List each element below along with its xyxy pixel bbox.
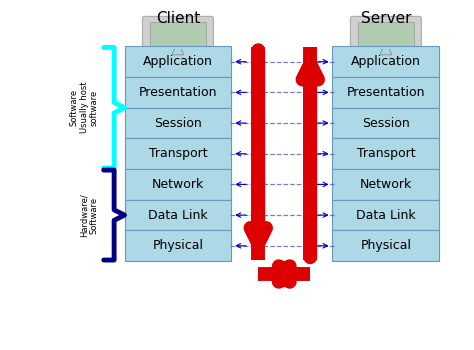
FancyBboxPatch shape xyxy=(350,16,421,51)
FancyBboxPatch shape xyxy=(154,58,202,64)
FancyBboxPatch shape xyxy=(125,77,231,108)
FancyBboxPatch shape xyxy=(332,200,439,230)
Text: Application: Application xyxy=(143,55,213,68)
Text: Network: Network xyxy=(360,178,412,191)
Text: Presentation: Presentation xyxy=(346,86,425,99)
Text: Session: Session xyxy=(154,117,202,130)
FancyBboxPatch shape xyxy=(332,169,439,200)
FancyBboxPatch shape xyxy=(362,58,410,64)
Text: Presentation: Presentation xyxy=(139,86,217,99)
Text: Client: Client xyxy=(156,11,200,26)
Text: Network: Network xyxy=(152,178,204,191)
FancyBboxPatch shape xyxy=(125,169,231,200)
FancyBboxPatch shape xyxy=(332,138,439,169)
Text: Transport: Transport xyxy=(149,147,207,160)
FancyBboxPatch shape xyxy=(332,230,439,261)
FancyBboxPatch shape xyxy=(125,200,231,230)
FancyBboxPatch shape xyxy=(143,16,213,51)
Text: Physical: Physical xyxy=(360,239,411,252)
Text: Session: Session xyxy=(362,117,410,130)
Text: Transport: Transport xyxy=(356,147,415,160)
FancyBboxPatch shape xyxy=(357,22,414,47)
FancyBboxPatch shape xyxy=(125,138,231,169)
FancyBboxPatch shape xyxy=(125,230,231,261)
Text: Physical: Physical xyxy=(153,239,203,252)
Text: Data Link: Data Link xyxy=(356,209,416,222)
Text: Data Link: Data Link xyxy=(148,209,208,222)
FancyBboxPatch shape xyxy=(125,46,231,77)
FancyBboxPatch shape xyxy=(156,53,200,59)
Text: Hardware/
Software: Hardware/ Software xyxy=(80,193,99,237)
FancyBboxPatch shape xyxy=(150,22,206,47)
FancyBboxPatch shape xyxy=(125,108,231,138)
FancyBboxPatch shape xyxy=(332,46,439,77)
FancyBboxPatch shape xyxy=(332,108,439,138)
Text: Application: Application xyxy=(351,55,421,68)
Text: Software
Usually host
software: Software Usually host software xyxy=(69,82,99,133)
FancyBboxPatch shape xyxy=(364,53,408,59)
Text: Server: Server xyxy=(361,11,411,26)
FancyBboxPatch shape xyxy=(332,77,439,108)
